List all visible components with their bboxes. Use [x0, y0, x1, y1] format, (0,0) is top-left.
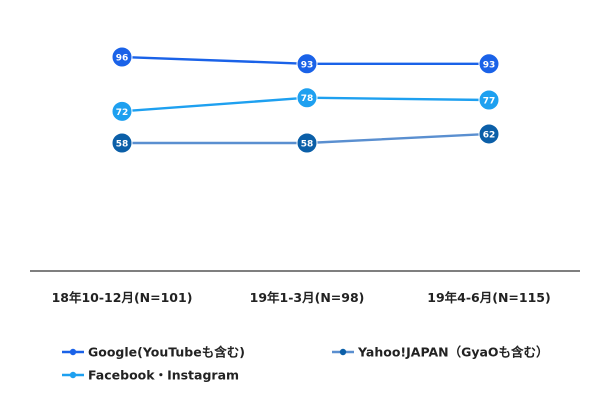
- data-point: [296, 132, 318, 154]
- data-point: [478, 89, 500, 111]
- x-tick-label: 19年4-6月(N=115): [427, 290, 550, 305]
- data-point: [478, 123, 500, 145]
- data-label: 96: [116, 54, 129, 64]
- legend-label: Facebook・Instagram: [88, 368, 239, 383]
- data-label: 77: [483, 97, 496, 107]
- data-point: [111, 46, 133, 68]
- legend-swatch-marker: [339, 348, 347, 356]
- data-point: [111, 132, 133, 154]
- data-label: 58: [116, 140, 129, 150]
- data-label: 72: [116, 108, 129, 118]
- data-point: [478, 53, 500, 75]
- legend-label: Google(YouTubeも含む): [88, 345, 245, 360]
- legend-swatch-marker: [69, 348, 77, 356]
- data-label: 93: [301, 60, 314, 70]
- data-point: [111, 100, 133, 122]
- data-label: 93: [483, 60, 496, 70]
- x-tick-label: 19年1-3月(N=98): [250, 290, 365, 305]
- x-tick-label: 18年10-12月(N=101): [52, 290, 193, 305]
- data-label: 62: [483, 130, 496, 140]
- legend-swatch-marker: [69, 371, 77, 379]
- data-label: 58: [301, 140, 314, 150]
- data-point: [296, 87, 318, 109]
- data-label: 78: [301, 94, 314, 104]
- legend-label: Yahoo!JAPAN（GyaOも含む）: [357, 345, 549, 360]
- data-point: [296, 53, 318, 75]
